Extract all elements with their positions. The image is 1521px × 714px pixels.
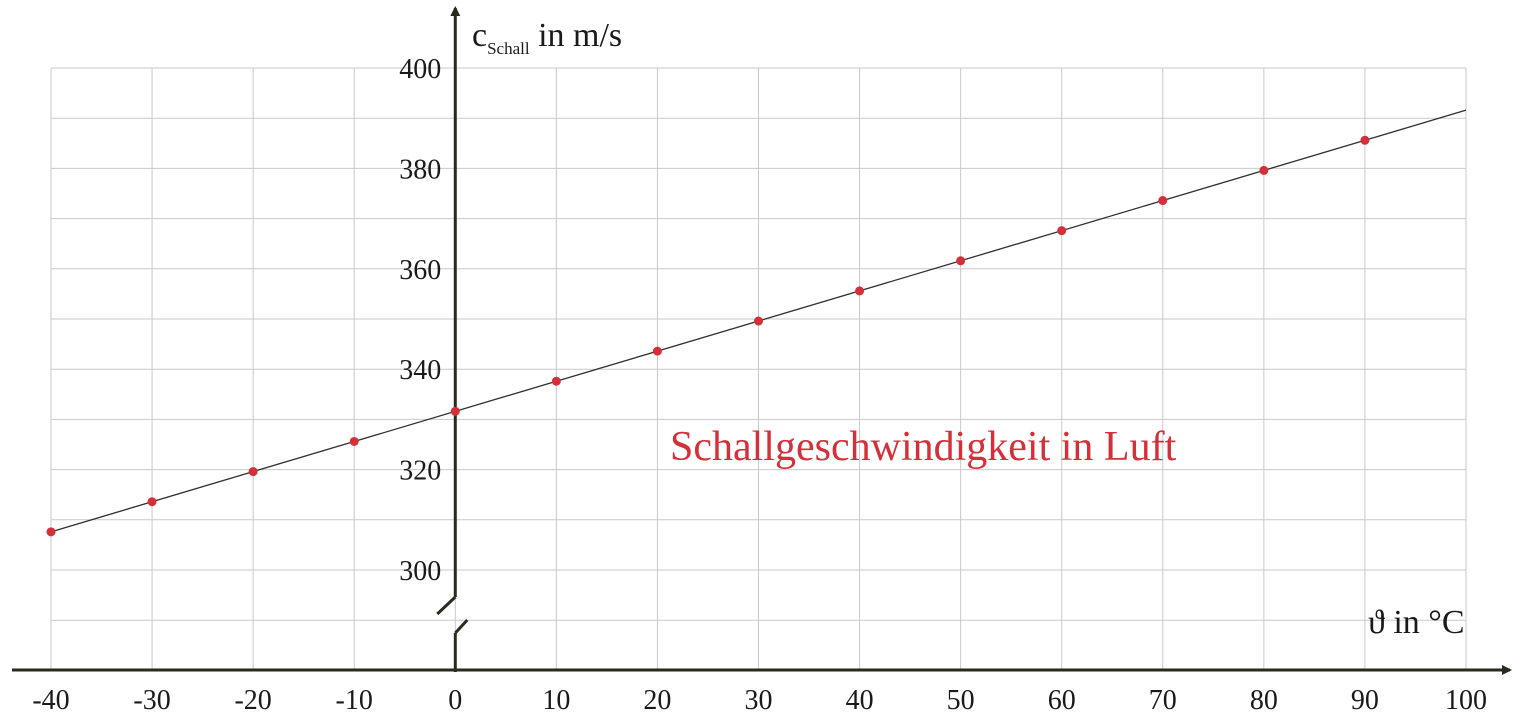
data-point (956, 256, 966, 266)
y-tick-label: 340 (399, 355, 441, 386)
x-axis-label: ϑ in °C (1368, 604, 1465, 641)
grid (50, 67, 1467, 670)
y-axis-break-lower (454, 618, 469, 635)
x-tick-label: -20 (234, 685, 271, 714)
data-point (652, 346, 662, 356)
data-point (1360, 135, 1370, 145)
y-tick-label: 320 (399, 456, 441, 487)
x-tick-label: -10 (336, 685, 373, 714)
axis-labels: cSchall in m/s ϑ in °C (472, 17, 1465, 641)
y-tick-label: 400 (399, 54, 441, 85)
y-axis-break-upper (436, 595, 457, 616)
x-tick-label: 0 (448, 685, 462, 714)
y-tick-label: 380 (399, 154, 441, 185)
x-tick-label: 30 (745, 685, 773, 714)
data-point (1057, 226, 1067, 236)
data-point (450, 406, 460, 416)
x-tick-label: 40 (846, 685, 874, 714)
y-axis-label: cSchall in m/s (472, 17, 622, 58)
data-points (46, 135, 1370, 537)
x-tick-label: 90 (1351, 685, 1379, 714)
x-tick-label: -30 (133, 685, 170, 714)
data-point (248, 467, 258, 477)
x-tick-label: 10 (542, 685, 570, 714)
x-tick-label: 100 (1445, 685, 1487, 714)
x-tick-labels: -40 -30 -20 -10 0 10 20 30 40 50 60 70 80 90 100 (32, 685, 1487, 714)
axes (12, 6, 1512, 675)
data-point (349, 436, 359, 446)
y-tick-label: 300 (399, 556, 441, 587)
data-point (754, 316, 763, 326)
y-tick-labels: 300 320 340 360 380 400 (399, 54, 441, 587)
x-tick-label: 20 (643, 685, 671, 714)
data-point (855, 286, 865, 296)
data-point (551, 376, 561, 386)
data-point (1158, 196, 1168, 206)
data-point (1259, 165, 1269, 175)
x-tick-label: 60 (1048, 685, 1076, 714)
y-tick-label: 360 (399, 255, 441, 286)
x-tick-label: -40 (32, 685, 69, 714)
x-tick-label: 50 (947, 685, 975, 714)
data-point (147, 497, 157, 507)
data-point (46, 527, 56, 537)
x-tick-label: 70 (1149, 685, 1177, 714)
x-tick-label: 80 (1250, 685, 1278, 714)
chart-title: Schallgeschwindigkeit in Luft (670, 424, 1177, 470)
